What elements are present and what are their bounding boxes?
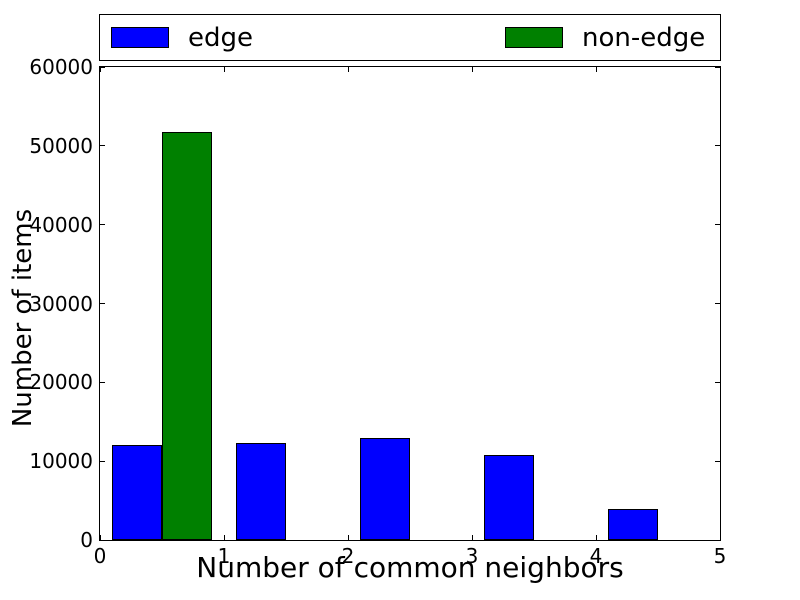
y-tick-right-40000 [715, 224, 720, 226]
bar-edge-1 [236, 443, 286, 540]
x-tick-top-2 [347, 67, 349, 72]
y-tick-label-0: 0 [80, 528, 93, 552]
y-tick-left-40000 [100, 224, 105, 226]
y-tick-left-60000 [100, 66, 105, 68]
bar-edge-3 [484, 454, 534, 540]
plot-area [99, 66, 721, 541]
legend-item-non-edge: non-edge [505, 15, 705, 60]
x-tick-top-1 [223, 67, 225, 72]
y-tick-label-40000: 40000 [29, 212, 93, 237]
y-tick-label-10000: 10000 [29, 449, 93, 474]
y-tick-left-20000 [100, 381, 105, 383]
x-tick-label-2: 2 [341, 544, 355, 568]
x-tick-bottom-3 [471, 535, 473, 540]
y-tick-right-0 [715, 539, 720, 541]
bar-edge-4 [608, 509, 658, 540]
y-tick-left-0 [100, 539, 105, 541]
y-axis-label: Number of items [8, 208, 38, 428]
legend-swatch-non-edge [505, 27, 563, 48]
x-tick-label-5: 5 [713, 544, 727, 568]
y-tick-right-60000 [715, 66, 720, 68]
legend: edge non-edge [99, 14, 721, 61]
x-tick-top-5 [719, 67, 721, 72]
y-tick-label-30000: 30000 [29, 291, 93, 316]
y-tick-left-50000 [100, 145, 105, 147]
y-tick-label-60000: 60000 [29, 55, 93, 79]
y-tick-label-20000: 20000 [29, 370, 93, 395]
x-tick-bottom-5 [719, 535, 721, 540]
y-tick-right-30000 [715, 303, 720, 304]
x-tick-label-1: 1 [217, 544, 231, 568]
x-tick-top-4 [595, 67, 597, 72]
x-tick-bottom-0 [99, 535, 101, 540]
legend-item-edge: edge [111, 15, 253, 60]
bar-edge-0 [112, 445, 162, 540]
legend-label-edge: edge [188, 22, 253, 53]
y-tick-right-50000 [715, 145, 720, 147]
y-tick-label-50000: 50000 [29, 133, 93, 158]
x-tick-top-0 [99, 67, 101, 72]
legend-swatch-edge [111, 27, 169, 48]
x-tick-bottom-2 [347, 535, 349, 540]
x-tick-label-4: 4 [589, 544, 603, 568]
y-tick-right-20000 [715, 381, 720, 383]
y-tick-right-10000 [715, 460, 720, 462]
legend-label-non-edge: non-edge [582, 22, 706, 53]
x-tick-top-3 [471, 67, 473, 72]
x-axis-label: Number of common neighbors [196, 551, 624, 584]
x-tick-label-0: 0 [93, 544, 107, 568]
bar-edge-2 [360, 438, 410, 540]
x-tick-bottom-4 [595, 535, 597, 540]
x-tick-label-3: 3 [465, 544, 479, 568]
x-tick-bottom-1 [223, 535, 225, 540]
y-tick-left-10000 [100, 460, 105, 462]
bar-non-edge-0 [162, 131, 212, 540]
y-tick-left-30000 [100, 303, 105, 304]
